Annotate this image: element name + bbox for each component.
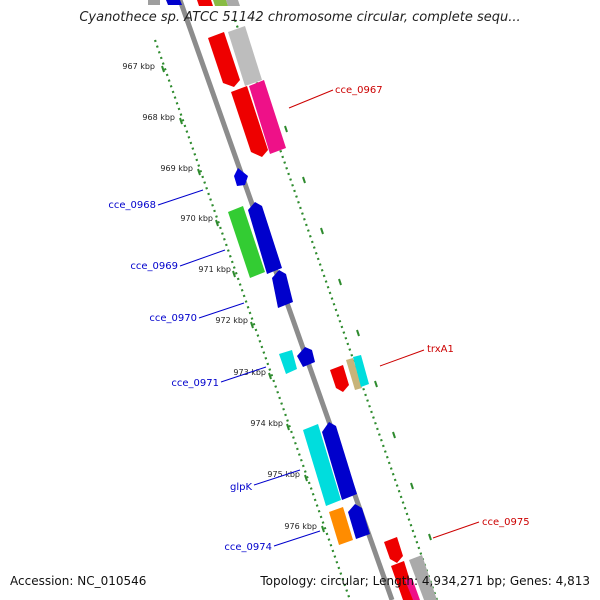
kbp-label-968: 968 kbp xyxy=(142,113,175,122)
gene-arrow-top-olive xyxy=(213,0,228,6)
forward-strand-features xyxy=(197,0,437,600)
gene-arrow-blue-0970b xyxy=(272,270,293,308)
gene-arrow-bottom-magenta xyxy=(405,578,420,600)
gene-arrow-cyan-trxa1 xyxy=(353,355,369,387)
kbp-label-969: 969 kbp xyxy=(160,164,193,173)
kbp-label-971: 971 kbp xyxy=(198,265,231,274)
kbp-label-975: 975 kbp xyxy=(267,470,300,479)
accession-text: Accession: NC_010546 xyxy=(10,574,147,588)
gene-arrow-cyan-973 xyxy=(279,350,297,374)
gene-label-cce0971[interactable]: cce_0971 xyxy=(171,378,219,389)
gene-arrow-tan-trxa1 xyxy=(346,358,362,390)
callout-line-cce0971 xyxy=(220,366,267,383)
gene-arrow-cyan-glpk xyxy=(303,424,341,506)
gene-label-cce0974[interactable]: cce_0974 xyxy=(224,542,272,553)
gene-arrow-top-lightgrey xyxy=(226,0,240,6)
gene-arrow-blue-973 xyxy=(297,347,315,367)
callout-line-cce0968 xyxy=(157,189,204,206)
callout-line-cce0967 xyxy=(288,89,334,109)
map-title: Cyanothece sp. ATCC 51142 chromosome cir… xyxy=(79,10,521,25)
topology-text: Topology: circular; Length: 4,934,271 bp… xyxy=(260,574,590,588)
callout-line-cce0970 xyxy=(198,302,245,319)
reverse-strand-features xyxy=(148,0,370,545)
gene-arrow-red-trxa1 xyxy=(330,365,349,392)
gene-arrow-grey-0966 xyxy=(228,26,262,86)
gene-arrow-orange-0974 xyxy=(329,507,353,545)
kbp-label-974: 974 kbp xyxy=(250,419,283,428)
callout-line-trxa1 xyxy=(379,349,425,367)
gene-arrow-bottom-grey xyxy=(409,555,437,600)
kbp-label-967: 967 kbp xyxy=(122,62,155,71)
callout-line-cce0975 xyxy=(432,521,480,539)
gene-arrow-blue-0974 xyxy=(348,504,370,539)
right-tick-marks xyxy=(284,125,432,541)
gene-arrow-top-red xyxy=(197,0,213,6)
gene-label-cce0969[interactable]: cce_0969 xyxy=(130,261,178,272)
gene-label-cce0968[interactable]: cce_0968 xyxy=(108,200,156,211)
gene-arrow-red-0967 xyxy=(231,86,268,157)
gene-arrow-small-blue-969 xyxy=(234,168,248,186)
gene-arrow-red-0966 xyxy=(208,32,240,87)
gene-label-cce0970[interactable]: cce_0970 xyxy=(149,313,197,324)
callout-line-cce0969 xyxy=(179,249,226,267)
gene-label-trxa1[interactable]: trxA1 xyxy=(427,344,454,355)
gene-label-glpk[interactable]: glpK xyxy=(230,482,252,493)
left-tick-marks xyxy=(161,65,325,533)
gene-arrow-magenta-0967 xyxy=(249,80,286,154)
gene-label-cce0967[interactable]: cce_0967 xyxy=(335,85,383,96)
gene-arrow-top-grey xyxy=(148,0,160,5)
callout-line-glpk xyxy=(253,469,301,486)
gene-arrow-top-blue xyxy=(166,0,182,5)
gene-label-cce0975[interactable]: cce_0975 xyxy=(482,517,530,528)
kbp-label-970: 970 kbp xyxy=(180,214,213,223)
gene-arrow-red-0975 xyxy=(384,537,403,563)
gene-arrow-green-0969 xyxy=(228,206,265,278)
callout-line-cce0974 xyxy=(273,530,321,547)
kbp-label-972: 972 kbp xyxy=(215,316,248,325)
gene-arrow-blue-0970 xyxy=(248,202,282,274)
kbp-label-976: 976 kbp xyxy=(284,522,317,531)
gene-arrow-blue-glpk xyxy=(322,422,357,500)
